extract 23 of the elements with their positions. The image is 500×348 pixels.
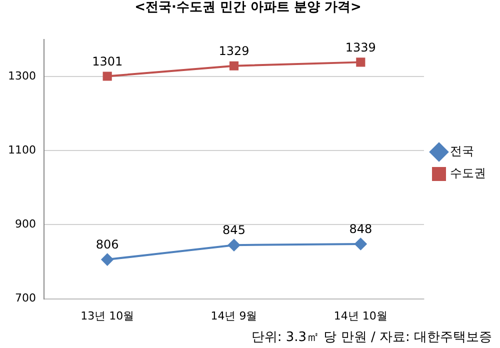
- text: 단위: 3.3㎡ 당 만원 / 자료: 대한주택보증: [251, 330, 492, 345]
- legend-label: 수도권: [450, 166, 486, 180]
- x-tick-label: 14년 10월: [334, 309, 388, 322]
- point: [101, 254, 114, 266]
- chart-title: <전국·수도권 민간 아파트 분양 가격>: [134, 0, 362, 16]
- data-label: 806: [96, 238, 119, 252]
- y-tick-label: 1100: [8, 144, 36, 157]
- point: [356, 58, 366, 67]
- data-label: 1301: [92, 54, 123, 68]
- x-tick-label: 13년 10월: [80, 309, 134, 322]
- y-tick-label: 1300: [8, 69, 36, 82]
- y-tick-label: 700: [14, 292, 36, 305]
- data-label: 845: [222, 223, 246, 238]
- point: [229, 61, 239, 70]
- y-tick-label: 900: [14, 218, 36, 231]
- point: [354, 238, 367, 250]
- point: [228, 239, 240, 252]
- point: [102, 72, 112, 81]
- data-label: 848: [349, 222, 372, 236]
- legend-label: 전국: [450, 144, 474, 158]
- data-label: 1339: [345, 40, 376, 54]
- x-tick-label: 14년 9월: [210, 309, 258, 322]
- data-label: 1329: [218, 44, 250, 58]
